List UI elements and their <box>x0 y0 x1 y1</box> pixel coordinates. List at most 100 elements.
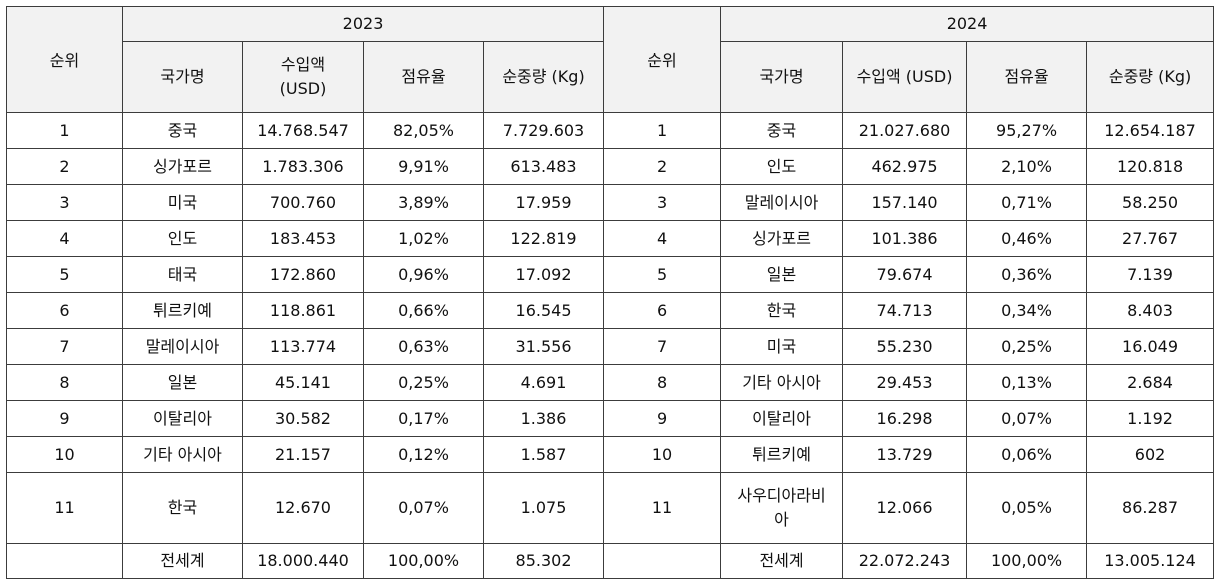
rank-cell-2023: 9 <box>6 400 123 437</box>
rank-cell-2023: 2 <box>6 148 123 185</box>
net-weight-cell-2023: 122.819 <box>482 220 605 257</box>
net-weight-cell-2024: 8.403 <box>1086 292 1215 329</box>
col-header-import-value-2024: 수입액 (USD) <box>842 41 968 113</box>
country-cell-2024: 싱가포르 <box>720 220 844 257</box>
col-header-share-2023: 점유율 <box>363 41 484 113</box>
total-net-weight-2024: 13.005.124 <box>1086 543 1215 579</box>
rank-cell-2023: 6 <box>6 292 123 329</box>
share-cell-2024: 0,05% <box>966 472 1088 544</box>
net-weight-cell-2024: 16.049 <box>1086 328 1215 365</box>
country-cell-2024: 사우디아라비 아 <box>720 472 844 544</box>
import-value-cell-2024: 462.975 <box>842 148 968 185</box>
net-weight-cell-2023: 17.092 <box>482 256 605 293</box>
net-weight-cell-2024: 7.139 <box>1086 256 1215 293</box>
country-cell-2023: 한국 <box>122 472 243 544</box>
table-row: 6 튀르키예 118.861 0,66% 16.545 6 한국 74.713 0,34% 8.4… <box>6 292 1215 329</box>
country-cell-2023: 이탈리아 <box>122 400 243 437</box>
import-value-cell-2024: 16.298 <box>842 400 968 437</box>
table-header: 순위 2023 순위 2024 국가명 수입액 (USD) 점유율 순중량 (K… <box>6 6 1215 113</box>
import-value-cell-2024: 29.453 <box>842 364 968 401</box>
rank-header-2024: 순위 <box>603 6 722 113</box>
rank-cell-2024: 5 <box>603 256 722 293</box>
rank-cell-2024: 4 <box>603 220 722 257</box>
total-import-value-2024: 22.072.243 <box>842 543 968 579</box>
rank-cell-2024: 3 <box>603 184 722 221</box>
import-value-cell-2023: 700.760 <box>242 184 364 221</box>
import-value-cell-2024: 55.230 <box>842 328 968 365</box>
import-value-cell-2023: 30.582 <box>242 400 364 437</box>
rank-cell-2024: 6 <box>603 292 722 329</box>
share-cell-2024: 95,27% <box>966 112 1088 149</box>
total-import-value-2023: 18.000.440 <box>242 543 364 579</box>
import-ranking-table-container: 순위 2023 순위 2024 국가명 수입액 (USD) 점유율 순중량 (K… <box>6 6 1215 579</box>
rank-cell-2024: 9 <box>603 400 722 437</box>
net-weight-cell-2024: 86.287 <box>1086 472 1215 544</box>
rank-cell-2024: 7 <box>603 328 722 365</box>
share-cell-2023: 0,96% <box>363 256 484 293</box>
rank-cell-2024: 8 <box>603 364 722 401</box>
import-value-cell-2023: 172.860 <box>242 256 364 293</box>
import-value-cell-2023: 12.670 <box>242 472 364 544</box>
net-weight-cell-2024: 27.767 <box>1086 220 1215 257</box>
table-row: 4 인도 183.453 1,02% 122.819 4 싱가포르 101.386 0,46% 2… <box>6 220 1215 257</box>
country-cell-2023: 말레이시아 <box>122 328 243 365</box>
rank-cell-2023: 1 <box>6 112 123 149</box>
share-cell-2024: 0,25% <box>966 328 1088 365</box>
net-weight-cell-2024: 2.684 <box>1086 364 1215 401</box>
rank-cell-2024: 1 <box>603 112 722 149</box>
year-header-2024: 2024 <box>720 6 1215 42</box>
import-value-cell-2024: 157.140 <box>842 184 968 221</box>
share-cell-2023: 0,17% <box>363 400 484 437</box>
table-row: 7 말레이시아 113.774 0,63% 31.556 7 미국 55.230 0,25% 16… <box>6 328 1215 365</box>
share-cell-2023: 0,07% <box>363 472 484 544</box>
total-label-2023: 전세계 <box>122 543 243 579</box>
rank-cell-2023: 11 <box>6 472 123 544</box>
share-cell-2023: 82,05% <box>363 112 484 149</box>
net-weight-cell-2023: 1.587 <box>482 436 605 473</box>
total-share-2024: 100,00% <box>966 543 1088 579</box>
country-cell-2023: 태국 <box>122 256 243 293</box>
net-weight-cell-2024: 120.818 <box>1086 148 1215 185</box>
country-cell-2023: 일본 <box>122 364 243 401</box>
net-weight-cell-2023: 1.386 <box>482 400 605 437</box>
country-cell-2024: 튀르키예 <box>720 436 844 473</box>
net-weight-cell-2023: 16.545 <box>482 292 605 329</box>
country-cell-2023: 기타 아시아 <box>122 436 243 473</box>
column-header-row: 국가명 수입액 (USD) 점유율 순중량 (Kg) 국가명 수입액 (USD)… <box>7 41 1215 113</box>
table-row: 8 일본 45.141 0,25% 4.691 8 기타 아시아 29.453 0,13% 2.6… <box>6 364 1215 401</box>
col-header-country-2023: 국가명 <box>122 41 243 113</box>
total-net-weight-2023: 85.302 <box>482 543 605 579</box>
share-cell-2024: 0,34% <box>966 292 1088 329</box>
rank-cell-2023: 4 <box>6 220 123 257</box>
country-cell-2024: 인도 <box>720 148 844 185</box>
share-cell-2023: 0,25% <box>363 364 484 401</box>
country-cell-2024: 일본 <box>720 256 844 293</box>
share-cell-2023: 0,66% <box>363 292 484 329</box>
table-row: 3 미국 700.760 3,89% 17.959 3 말레이시아 157.140 0,71% 5… <box>6 184 1215 221</box>
table-row: 10 기타 아시아 21.157 0,12% 1.587 10 튀르키예 13.729 0,06… <box>6 436 1215 473</box>
net-weight-cell-2023: 1.075 <box>482 472 605 544</box>
rank-header-2023: 순위 <box>6 6 123 113</box>
import-value-cell-2024: 12.066 <box>842 472 968 544</box>
share-cell-2023: 3,89% <box>363 184 484 221</box>
net-weight-cell-2024: 1.192 <box>1086 400 1215 437</box>
country-cell-2024: 말레이시아 <box>720 184 844 221</box>
total-share-2023: 100,00% <box>363 543 484 579</box>
col-header-share-2024: 점유율 <box>966 41 1088 113</box>
country-cell-2024: 기타 아시아 <box>720 364 844 401</box>
country-cell-2023: 미국 <box>122 184 243 221</box>
net-weight-cell-2023: 31.556 <box>482 328 605 365</box>
table-row: 2 싱가포르 1.783.306 9,91% 613.483 2 인도 462.975 2,10… <box>6 148 1215 185</box>
year-header-2023: 2023 <box>121 6 605 42</box>
country-cell-2024: 미국 <box>720 328 844 365</box>
col-header-import-value-2023: 수입액 (USD) <box>242 41 364 113</box>
share-cell-2024: 2,10% <box>966 148 1088 185</box>
import-value-cell-2024: 101.386 <box>842 220 968 257</box>
share-cell-2023: 9,91% <box>363 148 484 185</box>
net-weight-cell-2024: 12.654.187 <box>1086 112 1215 149</box>
rank-cell-2023: 8 <box>6 364 123 401</box>
country-cell-2024: 중국 <box>720 112 844 149</box>
total-rank-blank-2024 <box>603 543 722 579</box>
rank-cell-2024: 2 <box>603 148 722 185</box>
net-weight-cell-2024: 58.250 <box>1086 184 1215 221</box>
